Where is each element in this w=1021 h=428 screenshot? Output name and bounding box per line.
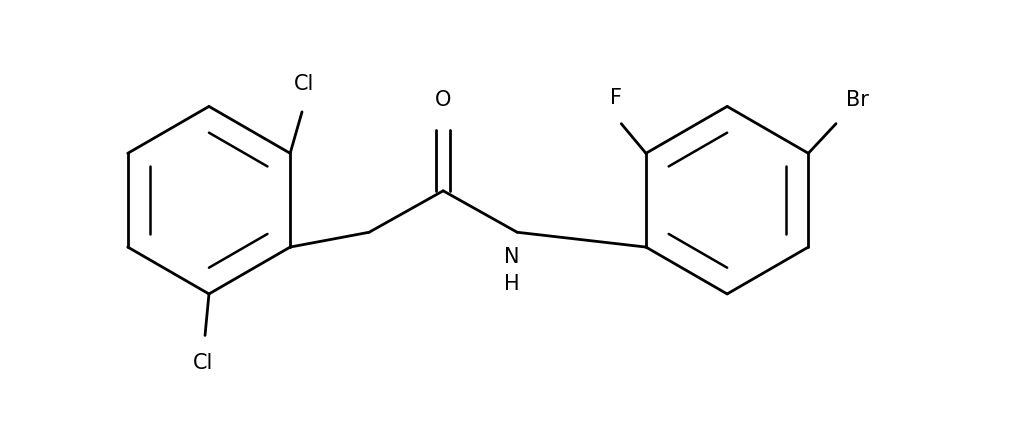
Text: Br: Br [845, 90, 869, 110]
Text: Cl: Cl [294, 74, 314, 94]
Text: N: N [504, 247, 520, 267]
Text: Cl: Cl [193, 353, 213, 373]
Text: H: H [504, 274, 520, 294]
Text: F: F [611, 88, 623, 108]
Text: O: O [435, 90, 451, 110]
